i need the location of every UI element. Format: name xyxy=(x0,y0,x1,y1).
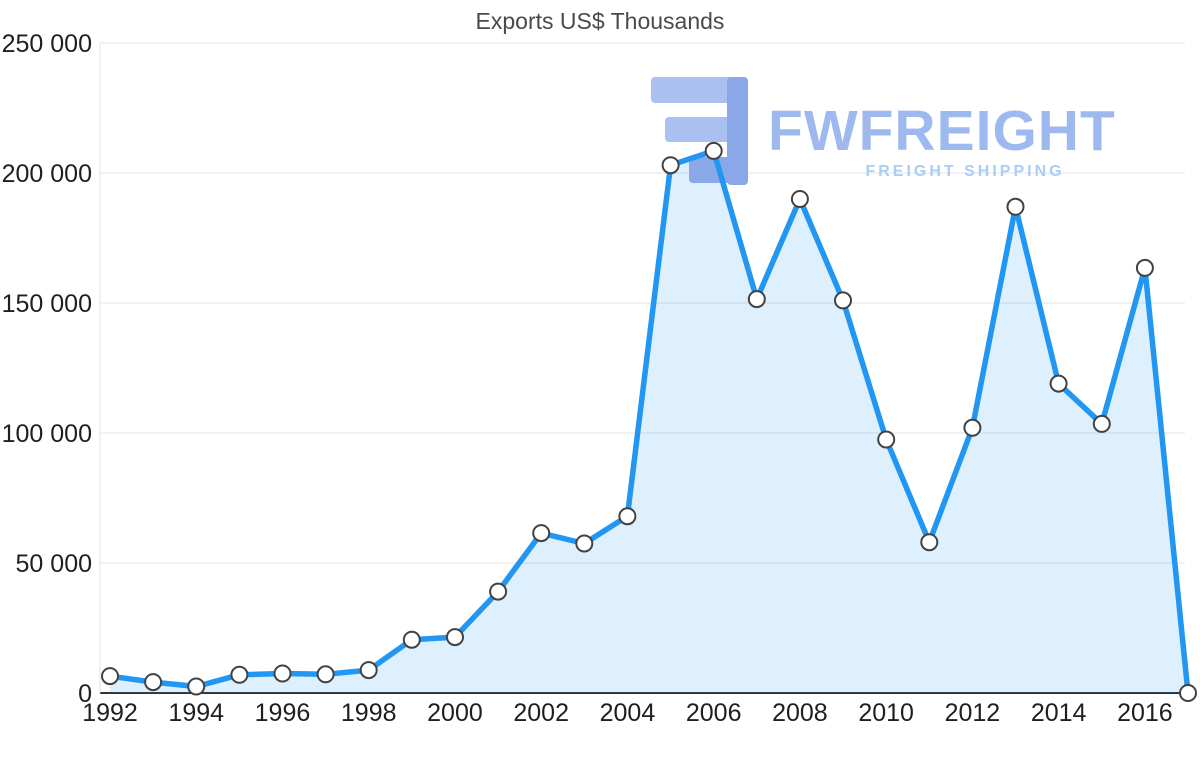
data-point-marker[interactable] xyxy=(618,507,637,526)
data-point-marker[interactable] xyxy=(1006,197,1025,216)
data-point-marker[interactable] xyxy=(704,141,723,160)
chart-title: Exports US$ Thousands xyxy=(475,8,725,34)
data-point-marker[interactable] xyxy=(273,664,292,683)
logo-middle-bar xyxy=(665,117,734,142)
data-point-marker[interactable] xyxy=(834,291,852,310)
data-point-marker[interactable] xyxy=(920,533,939,552)
brand-name: FWFREIGHT xyxy=(768,99,1116,163)
data-point-marker[interactable] xyxy=(316,665,335,684)
brand-tagline: FREIGHT SHIPPING xyxy=(865,163,1064,180)
area-fill xyxy=(110,150,1188,693)
series-layer xyxy=(101,141,1197,702)
y-tick-label: 50 000 xyxy=(16,550,92,578)
grid-layer xyxy=(99,42,1185,694)
axis-labels-layer: 0 50 000 100 000 150 000 200 000 250 000 1992 1… xyxy=(2,30,1173,727)
x-tick-label: 2012 xyxy=(945,699,1001,727)
data-point-marker[interactable] xyxy=(1092,414,1111,433)
data-point-marker[interactable] xyxy=(532,524,551,543)
fwfreight-logo-icon xyxy=(651,77,748,185)
logo-stem xyxy=(727,77,748,185)
data-point-marker[interactable] xyxy=(446,628,464,647)
x-tick-label: 2004 xyxy=(600,699,656,727)
area-layer xyxy=(110,150,1188,693)
data-point-marker[interactable] xyxy=(877,430,896,449)
data-point-marker[interactable] xyxy=(230,665,249,684)
data-point-marker[interactable] xyxy=(187,677,206,696)
data-point-marker[interactable] xyxy=(144,673,163,692)
x-tick-label: 2000 xyxy=(427,699,483,727)
x-tick-label: 1992 xyxy=(82,699,138,727)
x-tick-label: 1994 xyxy=(168,699,224,727)
brand-watermark: FWFREIGHT FREIGHT SHIPPING xyxy=(651,77,1116,185)
y-tick-label: 100 000 xyxy=(2,420,92,448)
data-point-marker[interactable] xyxy=(489,582,508,601)
x-tick-label: 2014 xyxy=(1031,699,1087,727)
y-tick-label: 250 000 xyxy=(2,30,92,58)
data-point-marker[interactable] xyxy=(963,418,982,437)
x-tick-label: 2006 xyxy=(686,699,742,727)
data-point-marker[interactable] xyxy=(661,156,680,175)
data-point-marker[interactable] xyxy=(1179,684,1197,702)
x-tick-label: 2016 xyxy=(1117,699,1173,727)
data-point-marker[interactable] xyxy=(575,534,594,553)
data-point-marker[interactable] xyxy=(359,661,378,680)
x-tick-label: 2010 xyxy=(858,699,914,727)
y-tick-label: 200 000 xyxy=(2,160,92,188)
data-point-marker[interactable] xyxy=(1135,258,1154,277)
data-point-marker[interactable] xyxy=(747,290,766,309)
x-tick-label: 1996 xyxy=(255,699,311,727)
x-tick-label: 1998 xyxy=(341,699,397,727)
y-tick-label: 0 xyxy=(78,680,92,708)
data-point-marker[interactable] xyxy=(1049,374,1068,393)
x-tick-label: 2008 xyxy=(772,699,828,727)
data-point-marker[interactable] xyxy=(101,667,119,686)
logo-top-bar xyxy=(651,77,734,103)
y-tick-label: 150 000 xyxy=(2,290,92,318)
data-point-marker[interactable] xyxy=(402,630,421,649)
data-point-marker[interactable] xyxy=(790,190,809,208)
x-tick-label: 2002 xyxy=(513,699,569,727)
